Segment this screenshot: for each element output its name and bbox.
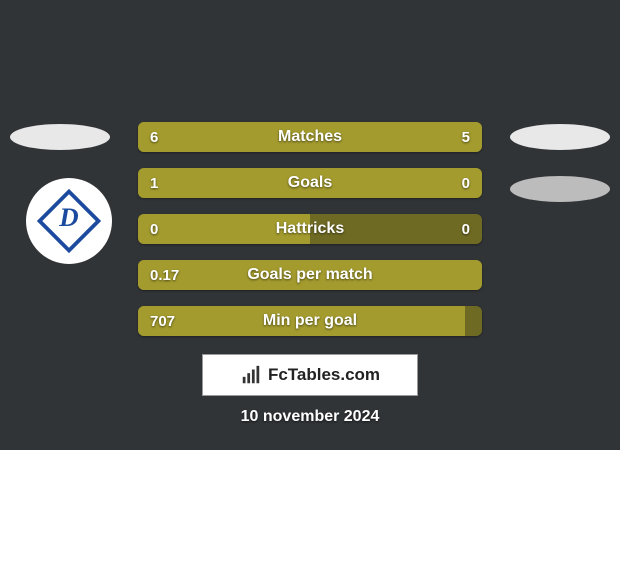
chart-icon	[240, 364, 262, 386]
bar-left-fill	[138, 214, 310, 244]
comparison-infographic: Magal vs Nikita Kalugin Club competition…	[0, 0, 620, 450]
bar-right-fill	[403, 168, 482, 198]
bar-left-fill	[138, 306, 465, 336]
comparison-bars: Matches65 Goals10 Hattricks00 Goals per mat…	[138, 122, 482, 352]
watermark-text: FcTables.com	[268, 365, 380, 385]
club-logo: D	[26, 178, 112, 264]
svg-text:D: D	[58, 202, 78, 232]
player-right-ellipse-2	[510, 176, 610, 202]
stat-bar-goals-per-match: Goals per match0.17	[138, 260, 482, 290]
stat-bar-hattricks: Hattricks00	[138, 214, 482, 244]
bar-right-fill	[327, 122, 482, 152]
stat-bar-goals: Goals10	[138, 168, 482, 198]
stat-bar-min-per-goal: Min per goal707	[138, 306, 482, 336]
player-left-ellipse	[10, 124, 110, 150]
footer-date: 10 november 2024	[0, 408, 620, 426]
watermark: FcTables.com	[202, 354, 418, 396]
bar-left-fill	[138, 168, 403, 198]
club-logo-svg: D	[37, 189, 101, 253]
bar-left-fill	[138, 122, 327, 152]
player-right-ellipse	[510, 124, 610, 150]
bar-left-fill	[138, 260, 482, 290]
stat-bar-matches: Matches65	[138, 122, 482, 152]
